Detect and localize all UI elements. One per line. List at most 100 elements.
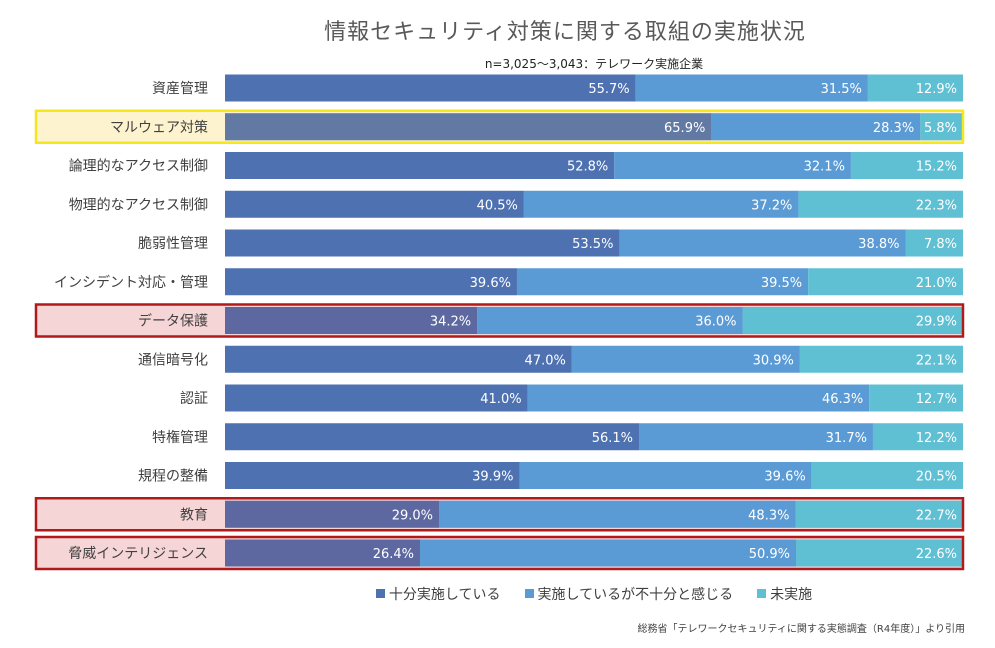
source-citation: 総務省「テレワークセキュリティに関する実態調査（R4年度）」より引用 — [637, 624, 965, 635]
bar-segment — [225, 190, 524, 218]
data-label: 26.4% — [373, 547, 414, 562]
bar-segment — [872, 423, 963, 451]
bar-segment — [905, 229, 963, 257]
data-label: 65.9% — [664, 121, 705, 136]
bar-row: 52.8% 32.1% 15.2% 論理的なアクセス制御 — [69, 152, 963, 179]
category-label: 脆弱性管理 — [138, 235, 208, 252]
data-label: 21.0% — [916, 276, 957, 291]
bar-segment — [225, 268, 517, 296]
row-highlight-border — [34, 497, 965, 532]
legend-item: 十分実施している — [375, 584, 501, 604]
category-label: 論理的なアクセス制御 — [69, 159, 208, 175]
data-label: 22.1% — [916, 353, 957, 368]
data-label: 15.2% — [916, 160, 957, 175]
legend-label: 実施しているが不十分と感じる — [537, 587, 734, 603]
data-label: 28.3% — [873, 121, 914, 136]
bar-segment — [225, 345, 572, 373]
data-label: 22.3% — [916, 198, 957, 213]
data-label: 29.0% — [392, 508, 433, 523]
bar-segment — [225, 462, 520, 489]
data-label: 36.0% — [695, 315, 736, 330]
data-label: 12.2% — [916, 431, 957, 446]
chart-legend: 十分実施している 実施しているが不十分と感じる 未実施 — [225, 584, 963, 604]
data-label: 22.7% — [916, 508, 957, 523]
legend-swatch — [375, 589, 385, 598]
bar-row: 39.6% 39.5% 21.0% インシデント対応・管理 — [54, 268, 963, 296]
bar-row: 65.9% 28.3% 5.8% マルウェア対策 — [34, 109, 965, 144]
legend-item: 実施しているが不十分と感じる — [524, 584, 734, 604]
bar-segment — [619, 229, 906, 257]
bar-row: 29.0% 48.3% 22.7% 教育 — [34, 497, 965, 532]
bar-segment — [225, 74, 636, 102]
data-label: 38.8% — [858, 237, 899, 252]
bar-segment — [711, 113, 921, 141]
data-label: 12.9% — [916, 82, 957, 97]
bar-segment — [516, 268, 809, 296]
category-label: 資産管理 — [152, 81, 208, 97]
bar-row: 40.5% 37.2% 22.3% 物理的なアクセス制御 — [69, 190, 963, 218]
bar-segment — [225, 539, 421, 567]
data-label: 32.1% — [804, 160, 845, 175]
bar-segment — [742, 307, 963, 334]
data-label: 53.5% — [572, 237, 613, 252]
bar-row: 26.4% 50.9% 22.6% 脅威インテリジェンス — [34, 535, 965, 571]
data-label: 37.2% — [751, 198, 792, 213]
bar-segment — [869, 384, 963, 412]
data-label: 20.5% — [916, 470, 957, 485]
data-label: 48.3% — [748, 508, 789, 523]
legend-label: 十分実施している — [388, 587, 501, 603]
bar-segment — [639, 423, 873, 451]
chart-subtitle: n=3,025～3,043：テレワーク実施企業 — [484, 57, 704, 71]
data-label: 22.6% — [916, 547, 957, 562]
bar-row: 56.1% 31.7% 12.2% 特権管理 — [152, 423, 963, 451]
legend-label: 未実施 — [770, 587, 813, 603]
row-highlight-border — [34, 535, 965, 571]
bar-segment — [614, 152, 851, 179]
bar-segment — [635, 74, 868, 102]
category-label: 通信暗号化 — [138, 352, 208, 368]
data-label: 39.6% — [470, 276, 511, 291]
bar-segment — [420, 539, 797, 567]
category-label: 脅威インテリジェンス — [68, 546, 208, 562]
bar-segment — [799, 345, 963, 373]
category-label: 認証 — [180, 391, 208, 407]
bar-segment — [225, 423, 640, 451]
data-label: 39.9% — [472, 470, 513, 485]
data-label: 46.3% — [822, 392, 863, 407]
category-label: マルウェア対策 — [110, 119, 208, 136]
data-label: 41.0% — [480, 392, 521, 407]
bar-segment — [225, 113, 712, 141]
category-label: 教育 — [180, 507, 208, 523]
category-label: 物理的なアクセス制御 — [69, 197, 208, 213]
bar-segment — [225, 152, 615, 179]
bar-row: 55.7% 31.5% 12.9% 資産管理 — [152, 74, 963, 102]
bar-row: 53.5% 38.8% 7.8% 脆弱性管理 — [138, 229, 963, 257]
data-label: 40.5% — [477, 198, 518, 213]
legend-swatch — [524, 589, 534, 598]
bar-segment — [795, 500, 963, 528]
data-label: 31.5% — [821, 82, 862, 97]
category-label: データ保護 — [138, 313, 208, 330]
category-label: 規程の整備 — [138, 469, 208, 485]
bar-segment — [523, 190, 799, 218]
bar-segment — [867, 74, 963, 102]
data-label: 31.7% — [826, 431, 867, 446]
bar-segment — [920, 113, 963, 141]
chart-title: 情報セキュリティ対策に関する取組の実施状況 — [324, 20, 806, 45]
data-label: 39.5% — [761, 276, 802, 291]
bar-row: 47.0% 30.9% 22.1% 通信暗号化 — [138, 345, 963, 373]
bar-segment — [798, 190, 963, 218]
data-label: 39.6% — [764, 470, 805, 485]
category-label: インシデント対応・管理 — [54, 274, 208, 291]
row-highlight-border — [34, 303, 965, 338]
legend-swatch — [757, 589, 767, 598]
bar-segment — [225, 384, 528, 412]
row-highlight-border — [34, 109, 965, 144]
data-label: 55.7% — [588, 82, 629, 97]
bar-segment — [796, 539, 963, 567]
data-label: 56.1% — [592, 431, 633, 446]
data-label: 34.2% — [430, 315, 471, 330]
bar-segment — [439, 500, 796, 528]
bar-segment — [225, 229, 620, 257]
bar-segment — [850, 152, 963, 179]
